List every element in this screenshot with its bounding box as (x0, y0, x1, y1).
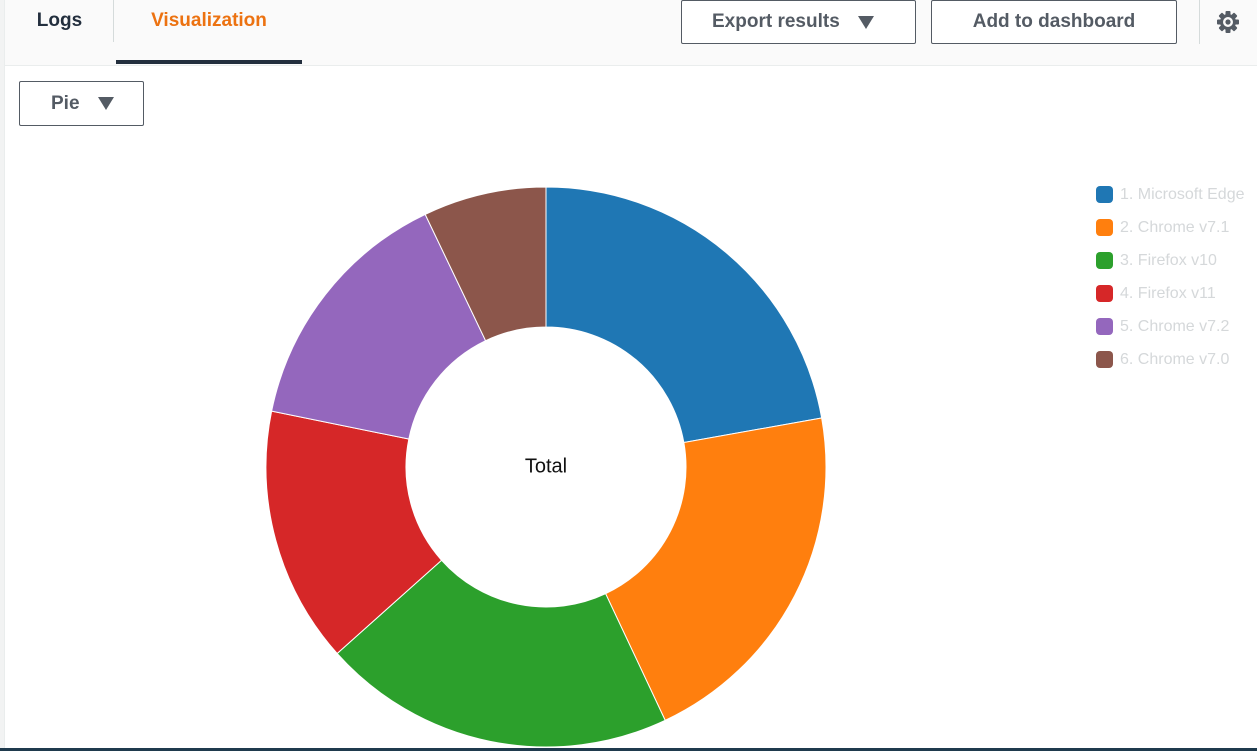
export-results-button[interactable]: Export results (681, 0, 916, 44)
chart-type-select[interactable]: Pie (19, 81, 144, 126)
tab-visualization[interactable]: Visualization (116, 0, 302, 64)
pie-slice-4[interactable] (265, 410, 443, 655)
tab-logs[interactable]: Logs (5, 0, 114, 64)
legend-swatch (1096, 318, 1113, 335)
pie-slice-1[interactable] (545, 186, 823, 444)
gear-icon[interactable] (1214, 8, 1242, 36)
add-to-dashboard-label: Add to dashboard (972, 11, 1136, 32)
caret-down-icon (97, 97, 114, 110)
legend-swatch (1096, 285, 1113, 302)
caret-down-icon (857, 15, 874, 29)
legend-swatch (1096, 219, 1113, 236)
top-toolbar: Logs Visualization Export results Add to… (5, 0, 1257, 66)
legend-swatch (1096, 252, 1113, 269)
legend-label: 3. Firefox v10 (1120, 251, 1217, 269)
add-to-dashboard-button[interactable]: Add to dashboard (931, 0, 1177, 44)
legend-item[interactable]: 3. Firefox v10 (1096, 244, 1257, 277)
legend-label: 6. Chrome v7.0 (1120, 350, 1230, 368)
legend-label: 5. Chrome v7.2 (1120, 317, 1230, 335)
legend-label: 2. Chrome v7.1 (1120, 218, 1230, 236)
legend-item[interactable]: 5. Chrome v7.2 (1096, 310, 1257, 343)
chart-legend: 1. Microsoft Edge 2. Chrome v7.1 3. Firefo… (1096, 178, 1257, 376)
legend-label: 1. Microsoft Edge (1120, 185, 1245, 203)
active-tab-indicator (116, 60, 302, 64)
pie-slice-2[interactable] (604, 417, 827, 722)
legend-swatch (1096, 351, 1113, 368)
toolbar-divider (1199, 0, 1200, 44)
legend-item[interactable]: 4. Firefox v11 (1096, 277, 1257, 310)
pie-slice-3[interactable] (336, 559, 666, 748)
tab-divider (113, 0, 114, 42)
pie-slice-5[interactable] (271, 213, 487, 440)
panel-bottom-border (0, 748, 1257, 751)
pie-slice-6[interactable] (424, 186, 547, 342)
chart-type-value: Pie (51, 92, 80, 114)
tab-visualization-label: Visualization (151, 10, 267, 31)
legend-item[interactable]: 2. Chrome v7.1 (1096, 211, 1257, 244)
legend-item[interactable]: 6. Chrome v7.0 (1096, 343, 1257, 376)
legend-label: 4. Firefox v11 (1120, 284, 1216, 302)
legend-swatch (1096, 186, 1113, 203)
tab-logs-label: Logs (36, 10, 83, 31)
legend-item[interactable]: 1. Microsoft Edge (1096, 178, 1257, 211)
export-results-label: Export results (712, 11, 840, 32)
donut-center-label: Total (525, 455, 567, 477)
panel-left-border (0, 0, 5, 751)
